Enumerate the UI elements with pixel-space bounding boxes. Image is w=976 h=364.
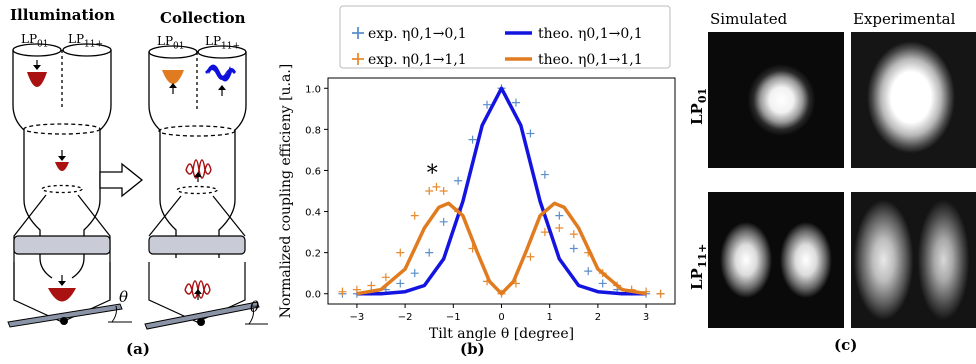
collection-lens-system [148, 195, 246, 323]
legend-entry-theo-11: theo. η0,1→1,1 [505, 52, 643, 68]
data-point [439, 187, 448, 195]
x-tick-label: −2 [398, 312, 413, 323]
chart-legend: exp. η0,1→0,1 exp. η0,1→1,1 theo. η0,1→0… [339, 5, 671, 69]
y-tick-label: 1.0 [305, 84, 321, 95]
illumination-fiber [12, 43, 112, 279]
series-line [356, 86, 647, 296]
illumination-lp01-mode [27, 60, 69, 171]
row-label-lp11: LP11+ [688, 243, 709, 290]
data-point [569, 230, 578, 239]
collection-mixed-mode [185, 159, 212, 179]
collection-title: Collection [160, 9, 246, 27]
data-point [656, 289, 665, 298]
data-point [381, 273, 390, 282]
x-tick-label: 1 [547, 312, 553, 323]
legend-label-theo-11: theo. η0,1→1,1 [538, 52, 643, 68]
x-tick-label: −1 [446, 312, 461, 323]
y-tick-label: 0.8 [305, 125, 321, 136]
series-1 [338, 182, 665, 298]
x-tick-label: 3 [643, 312, 649, 323]
legend-entry-exp-11: exp. η0,1→1,1 [352, 52, 467, 68]
data-point [526, 129, 535, 138]
data-point [540, 228, 549, 237]
legend-entry-theo-00: theo. η0,1→0,1 [505, 26, 643, 42]
simulated-lp11-image [708, 192, 844, 328]
data-point [598, 279, 607, 288]
y-tick-label: 0.4 [305, 208, 321, 219]
coupling-efficiency-chart: −3 −2 −1 0 1 2 3 0.0 0.2 0.4 0.6 0.8 1.0 * Tilt angl… [278, 5, 676, 358]
chart-annotation-asterisk: * [427, 162, 438, 187]
theta-angle-left-icon [108, 305, 132, 323]
y-tick-label: 0.0 [305, 290, 321, 301]
x-tick-label: −3 [350, 312, 365, 323]
data-point [410, 211, 419, 220]
data-point [511, 98, 520, 107]
x-tick-label: 0 [498, 312, 504, 323]
experimental-label: Experimental [853, 10, 956, 28]
illumination-title: Illumination [10, 6, 115, 24]
row-label-lp01: LP01 [688, 87, 709, 125]
theta-label-left: θ [119, 288, 128, 306]
collection-fiber [148, 45, 247, 258]
chart-series [338, 84, 665, 298]
panel-b-caption: (b) [460, 340, 485, 358]
data-point [569, 244, 578, 253]
transition-arrow-icon [99, 162, 144, 198]
collection-lp01-mode [162, 70, 184, 94]
illumination-lens-system [13, 194, 111, 323]
collection-tilted-sample [144, 301, 260, 330]
data-point [410, 269, 419, 278]
data-point [396, 248, 405, 257]
data-point [468, 135, 477, 144]
data-point [432, 182, 441, 191]
legend-label-exp-11: exp. η0,1→1,1 [368, 52, 467, 68]
data-point [367, 281, 376, 290]
legend-entry-exp-00: exp. η0,1→0,1 [352, 26, 467, 42]
coll-mode-label-lp01: LP01 [157, 34, 185, 52]
data-point [454, 176, 463, 185]
data-point [483, 100, 492, 109]
panel-a-caption: (a) [126, 340, 150, 358]
simulated-label: Simulated [710, 10, 788, 28]
simulated-lp01-image [708, 32, 844, 168]
panel-c-caption: (c) [834, 336, 858, 354]
chart-y-axis-label: Normalized coupling efficieny [u.a.] [278, 64, 294, 319]
theta-label-right: θ [250, 298, 259, 316]
data-point [555, 223, 564, 232]
series-2 [356, 86, 647, 296]
data-point [540, 170, 549, 179]
data-point [584, 267, 593, 276]
plot-frame [327, 77, 676, 305]
chart-x-axis-label: Tilt angle θ [degree] [429, 326, 574, 342]
collection-lp11-mode [205, 64, 236, 96]
experimental-lp11-image [851, 192, 976, 328]
data-point [425, 248, 434, 257]
data-point [526, 252, 535, 261]
data-point [425, 187, 434, 195]
legend-label-theo-00: theo. η0,1→0,1 [538, 26, 643, 42]
theta-angle-right-icon [245, 307, 268, 325]
experimental-lp01-image [851, 32, 976, 168]
legend-label-exp-00: exp. η0,1→0,1 [368, 26, 467, 42]
illum-mode-label-lp01: LP01 [21, 32, 49, 50]
data-point [439, 217, 448, 226]
data-point [338, 287, 347, 296]
x-tick-label: 2 [595, 312, 601, 323]
y-tick-label: 0.2 [305, 249, 321, 260]
coll-mode-label-lp11: LP11+ [205, 34, 241, 52]
panel-a-schematic: Illumination Collection [7, 6, 268, 358]
data-point [555, 211, 564, 220]
series-line [356, 201, 647, 296]
series-3 [356, 201, 647, 296]
illum-mode-label-lp11: LP11+ [68, 32, 104, 50]
data-point [396, 279, 405, 288]
illumination-tilted-sample [7, 303, 123, 328]
y-tick-label: 0.6 [305, 166, 321, 177]
chart-axes: −3 −2 −1 0 1 2 3 0.0 0.2 0.4 0.6 0.8 1.0 [305, 77, 676, 323]
